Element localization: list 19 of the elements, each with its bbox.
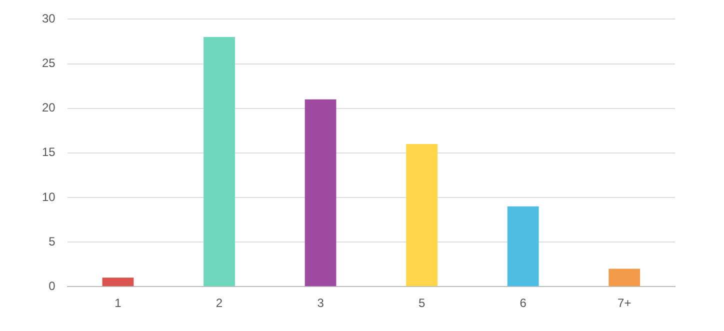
x-tick-label: 5: [418, 296, 426, 310]
y-tick-label: 15: [42, 145, 56, 160]
y-tick-label: 0: [48, 278, 56, 293]
y-tick-label: 25: [42, 56, 56, 70]
bar: [406, 144, 438, 286]
bar: [507, 206, 539, 286]
bar: [204, 37, 235, 286]
y-tick-label: 20: [42, 100, 56, 115]
x-tick-label: 6: [520, 296, 527, 310]
y-tick-label: 5: [48, 234, 56, 248]
y-tick-label: 30: [42, 12, 56, 26]
x-tick-label: 1: [114, 296, 122, 310]
x-tick-label: 3: [317, 296, 324, 310]
bar: [304, 99, 336, 286]
x-tick-label: 7+: [618, 296, 632, 310]
bar: [102, 278, 134, 286]
x-tick-label: 2: [216, 296, 223, 310]
bar: [608, 268, 640, 286]
y-tick-label: 10: [42, 190, 56, 204]
